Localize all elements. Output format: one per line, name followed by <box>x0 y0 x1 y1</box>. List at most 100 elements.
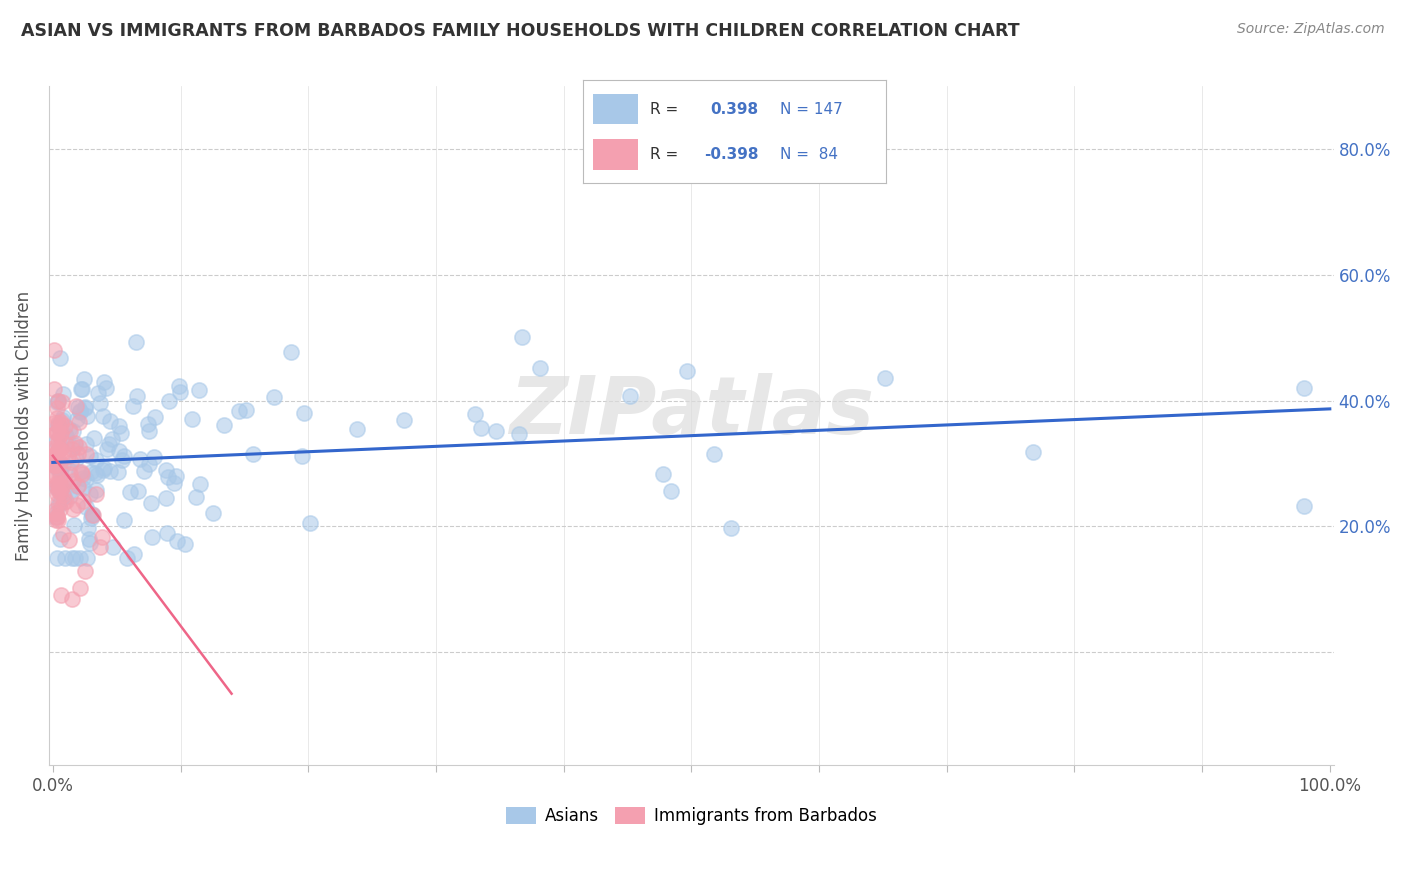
Point <box>49 532 72 546</box>
Point <box>98 414 121 428</box>
Point <box>46 394 69 409</box>
Point <box>46 550 69 565</box>
Point <box>107 465 129 479</box>
Point <box>45 458 67 473</box>
Point <box>659 484 682 499</box>
Text: ASIAN VS IMMIGRANTS FROM BARBADOS FAMILY HOUSEHOLDS WITH CHILDREN CORRELATION CH: ASIAN VS IMMIGRANTS FROM BARBADOS FAMILY… <box>21 22 1019 40</box>
Point <box>82 507 104 521</box>
Point <box>46 394 69 409</box>
Point <box>58 463 80 477</box>
Point <box>60 592 83 607</box>
Point <box>529 361 551 376</box>
Point <box>76 550 98 565</box>
Point <box>184 490 207 504</box>
Point <box>59 489 82 503</box>
Point <box>619 389 641 403</box>
Point <box>90 530 112 544</box>
Point <box>101 540 124 554</box>
Point <box>69 382 91 396</box>
Point <box>66 412 89 426</box>
Point <box>73 372 96 386</box>
Point <box>263 391 285 405</box>
Point <box>80 465 103 479</box>
Point <box>46 495 69 509</box>
Point <box>65 399 87 413</box>
Point <box>48 418 70 433</box>
Point <box>89 540 111 554</box>
Point <box>136 417 159 431</box>
Point <box>49 478 72 492</box>
Point <box>83 431 105 445</box>
Point <box>464 407 486 421</box>
Point <box>79 449 101 463</box>
Point <box>53 428 76 442</box>
Text: N =  84: N = 84 <box>780 146 838 161</box>
Point <box>58 422 80 436</box>
Point <box>46 509 69 524</box>
Point <box>45 513 67 527</box>
Point <box>46 401 69 416</box>
Point <box>163 476 186 491</box>
Point <box>73 401 96 415</box>
Point <box>79 486 101 500</box>
Bar <box>592 94 638 124</box>
Point <box>80 510 103 524</box>
Point <box>1294 499 1316 513</box>
Point <box>67 466 90 480</box>
Point <box>84 467 107 481</box>
Point <box>44 509 66 524</box>
Point <box>108 419 131 434</box>
Point <box>675 364 697 378</box>
Point <box>190 477 212 491</box>
Point <box>67 440 90 454</box>
Point <box>59 425 82 439</box>
Point <box>44 458 66 472</box>
Point <box>46 478 69 492</box>
Point <box>485 424 508 438</box>
Point <box>73 564 96 578</box>
Point <box>46 509 69 524</box>
Point <box>69 403 91 417</box>
Point <box>52 489 75 503</box>
Point <box>48 442 70 457</box>
Point <box>69 405 91 419</box>
Point <box>51 395 73 409</box>
Point <box>46 513 69 527</box>
Point <box>55 550 77 565</box>
Point <box>63 550 86 565</box>
Point <box>42 343 65 358</box>
Point <box>80 508 103 522</box>
Point <box>94 381 117 395</box>
Point <box>46 425 69 439</box>
Point <box>52 495 75 509</box>
Point <box>75 437 97 451</box>
Point <box>72 481 94 495</box>
Bar <box>592 139 638 169</box>
Point <box>132 464 155 478</box>
Point <box>873 371 896 385</box>
Point <box>60 442 83 457</box>
Point <box>125 334 148 349</box>
Point <box>65 438 87 452</box>
Point <box>128 452 150 467</box>
Point <box>45 506 67 520</box>
Point <box>280 345 302 359</box>
Point <box>52 445 75 459</box>
Point <box>101 432 124 446</box>
Point <box>66 400 89 414</box>
Point <box>75 500 97 515</box>
Point <box>201 506 224 520</box>
Point <box>62 424 84 438</box>
Point <box>44 458 66 473</box>
Point <box>66 479 89 493</box>
Point <box>44 442 66 457</box>
Text: Source: ZipAtlas.com: Source: ZipAtlas.com <box>1237 22 1385 37</box>
Point <box>51 588 73 602</box>
Text: N = 147: N = 147 <box>780 102 842 117</box>
Point <box>48 484 70 499</box>
Point <box>91 463 114 477</box>
Point <box>75 472 97 486</box>
Point <box>65 451 87 466</box>
Point <box>84 483 107 498</box>
Point <box>112 449 135 463</box>
